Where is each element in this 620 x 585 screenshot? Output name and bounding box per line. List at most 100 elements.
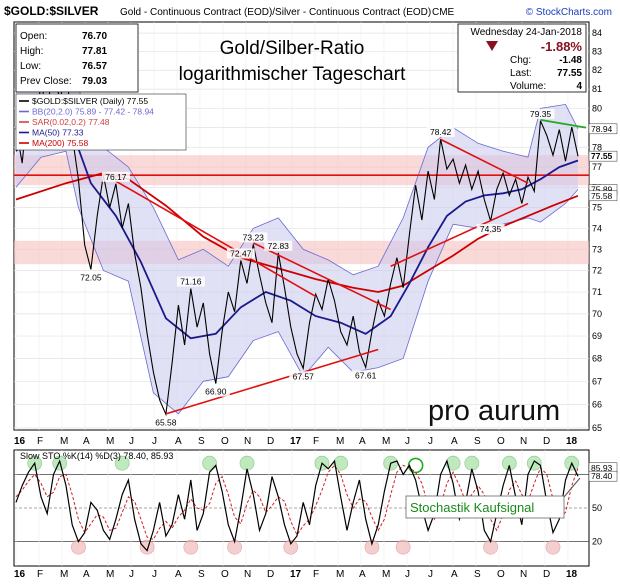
time-tick-label: 16 (14, 569, 26, 580)
legend-entry: MA(200) 75.58 (32, 138, 88, 148)
price-annotation: 76.17 (105, 172, 127, 182)
stochastic-title: Slow STO %K(14) %D(3) 78.40, 85.93 (20, 451, 173, 461)
time-tick-label: N (244, 569, 251, 580)
price-label-bg (351, 370, 380, 381)
price-tick-label: 69 (592, 331, 602, 341)
price-annotation: 65.58 (155, 417, 177, 427)
price-annotation: 67.57 (293, 371, 315, 381)
time-tick-label: 17 (290, 436, 302, 447)
time-axis-bottom: 16 F M A M J J A S O N D 17 F M A M J J A S O N D 18 (14, 569, 578, 580)
time-tick-label: A (451, 436, 458, 447)
time-tick-label: A (359, 436, 366, 447)
stoch-tick-label: 50 (592, 503, 602, 513)
oversold-marker (395, 539, 411, 555)
quote-stat-label: Volume: (510, 81, 546, 92)
axis-value-tag-label: 78.94 (591, 124, 613, 134)
symbol-description: Gold - Continuous Contract (EOD)/Silver … (120, 7, 431, 18)
price-tick-label: 72 (592, 266, 602, 276)
trend-line (252, 242, 392, 311)
price-label-bg (476, 224, 505, 235)
price-label-bg (201, 386, 230, 397)
price-tick-label: 80 (592, 103, 602, 113)
time-tick-label: J (428, 569, 433, 580)
time-tick-label: J (152, 436, 157, 447)
stat-label: Prev Close: (20, 76, 72, 87)
bollinger-band-fill (16, 42, 578, 414)
legend-entry: BB(20,2.0) 75.89 - 77.42 - 78.94 (32, 107, 154, 117)
exchange-text: CME (432, 7, 455, 18)
stockcharts-brand: © StockCharts.com (526, 7, 612, 18)
overbought-marker (501, 455, 517, 471)
time-tick-label: D (543, 569, 550, 580)
quote-stat-value: 4 (576, 81, 582, 92)
time-tick-label: J (405, 436, 410, 447)
time-tick-label: F (313, 569, 319, 580)
oversold-marker (139, 539, 155, 555)
symbol-text: $GOLD:$SILVER (4, 4, 99, 18)
price-tick-label: 66 (592, 399, 602, 409)
time-tick-label: M (106, 569, 114, 580)
price-tick-label: 82 (592, 65, 602, 75)
overlay-title-line-2: logarithmischer Tageschart (179, 64, 406, 85)
time-tick-label: A (451, 569, 458, 580)
price-tick-label: 83 (592, 47, 602, 57)
time-tick-label: 18 (566, 569, 578, 580)
time-tick-label: F (37, 569, 43, 580)
price-tick-label: 65 (592, 423, 602, 433)
price-line (15, 51, 579, 417)
overbought-marker (202, 455, 217, 471)
time-tick-label: D (543, 436, 550, 447)
time-tick-label: F (37, 436, 43, 447)
time-tick-label: M (106, 436, 114, 447)
stoch-d-line (15, 464, 579, 541)
axis-value-tag-label: 75.58 (591, 191, 613, 201)
oversold-marker (545, 539, 561, 555)
price-label-bg (289, 371, 318, 382)
trend-line (390, 202, 529, 267)
stat-label: High: (20, 46, 43, 57)
time-tick-label: A (175, 569, 182, 580)
price-annotation: 71.16 (180, 277, 202, 287)
stoch-k-line (15, 459, 579, 552)
stat-value: 77.81 (82, 46, 107, 57)
time-tick-label: M (382, 436, 390, 447)
time-tick-label: 16 (14, 436, 26, 447)
time-axis-top: 16 F M A M J J A S O N D 17 F M A M J J A S O N D 18 (14, 436, 578, 447)
legend-entry: $GOLD:$SILVER (Daily) 77.55 (32, 96, 148, 106)
time-tick-label: A (83, 569, 90, 580)
time-tick-label: O (221, 436, 229, 447)
overbought-marker (464, 455, 480, 471)
price-tick-label: 77 (592, 162, 602, 172)
legend-entry: MA(50) 77.33 (32, 128, 84, 138)
quote-stat-value: 77.55 (557, 68, 582, 79)
price-annotation: 78.42 (430, 127, 452, 137)
time-tick-label: M (336, 569, 344, 580)
stochastic-annotation: Stochastik Kaufsignal (405, 477, 581, 519)
quote-stat-label: Chg: (510, 55, 531, 66)
trend-line (440, 138, 529, 184)
time-tick-label: O (221, 569, 229, 580)
price-tick-label: 74 (592, 223, 602, 233)
price-tick-label: 75 (592, 203, 602, 213)
time-tick-label: N (520, 569, 527, 580)
trend-line (165, 348, 379, 415)
price-tick-label: 78 (592, 142, 602, 152)
time-tick-label: J (129, 436, 134, 447)
price-label-bg (226, 248, 255, 259)
price-annotation: 67.61 (355, 370, 377, 380)
price-label-bg (151, 417, 180, 428)
price-label-bg (101, 171, 130, 182)
time-tick-label: M (60, 436, 68, 447)
price-annotation: 72.05 (80, 272, 102, 282)
price-annotation: 72.83 (268, 241, 290, 251)
stat-value: 76.70 (82, 31, 107, 42)
stoch-tick-label: 20 (592, 537, 602, 547)
pro-aurum-logo: pro aurum (428, 395, 560, 427)
price-annotation: 66.90 (205, 387, 227, 397)
price-tick-label: 70 (592, 309, 602, 319)
price-label-bg (76, 272, 105, 283)
overbought-marker (445, 455, 461, 471)
trend-line (115, 180, 317, 298)
